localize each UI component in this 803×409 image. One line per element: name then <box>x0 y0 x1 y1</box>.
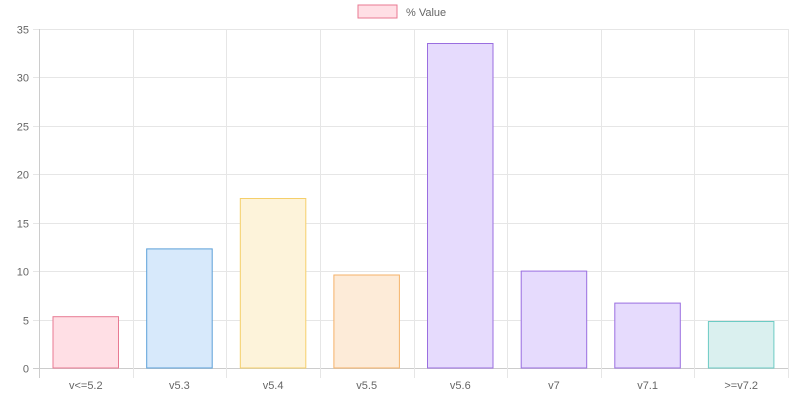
x-tick-label: v5.3 <box>169 380 190 392</box>
x-tick-label: v7.1 <box>637 380 658 392</box>
y-tick-label: 15 <box>17 219 29 231</box>
y-tick-label: 10 <box>17 267 29 279</box>
bar-5 <box>520 270 588 369</box>
legend-label-value[interactable]: % Value <box>406 7 446 19</box>
bar-1 <box>146 248 213 369</box>
axes: 0 5 10 15 20 25 30 35 v<=5.2 v5.3 v5.4 v5.5 v5.6 v7 v7… <box>17 25 758 393</box>
x-tick-label: v5.5 <box>356 380 377 392</box>
x-tick-label: v5.6 <box>450 380 471 392</box>
legend-swatch[interactable] <box>357 4 398 19</box>
y-tick-label: 5 <box>23 316 29 328</box>
x-tick-label: v5.4 <box>263 380 284 392</box>
bar-7 <box>707 321 775 369</box>
bar-0 <box>52 316 119 369</box>
x-tick-label: v7 <box>548 380 560 392</box>
bars <box>52 43 775 369</box>
bar-2 <box>239 198 307 369</box>
x-tick-label: >=v7.2 <box>724 380 758 392</box>
bar-6 <box>614 302 681 369</box>
y-tick-label: 30 <box>17 73 29 85</box>
y-tick-label: 25 <box>17 122 29 134</box>
y-tick-label: 20 <box>17 170 29 182</box>
legend[interactable]: % Value <box>357 4 446 19</box>
bar-4 <box>427 43 494 369</box>
bar-3 <box>333 274 400 369</box>
y-tick-label: 0 <box>23 364 29 376</box>
y-tick-label: 35 <box>17 25 29 37</box>
x-tick-label: v<=5.2 <box>69 380 103 392</box>
